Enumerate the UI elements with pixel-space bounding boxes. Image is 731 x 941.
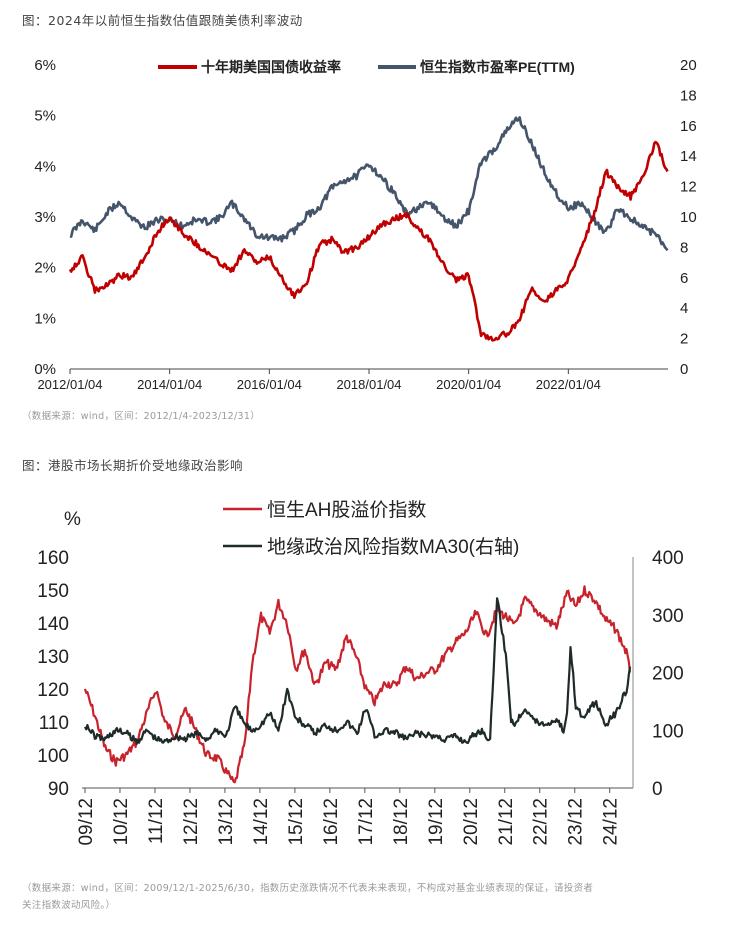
figure2-source-line1: （数据来源：wind，区间：2009/12/1-2025/6/30，指数历史涨跌… bbox=[22, 883, 594, 894]
y-right-tick-label: 16 bbox=[680, 118, 697, 135]
figure2-caption: 图：港股市场长期折价受地缘政治影响 bbox=[22, 458, 244, 473]
legend-label-pe: 恒生指数市盈率PE(TTM) bbox=[420, 59, 575, 75]
x-tick-label: 14/12 bbox=[251, 798, 272, 846]
legend-label-geopolitical-risk: 地缘政治风险指数MA30(右轴) bbox=[267, 536, 519, 558]
y-left-tick-label: 110 bbox=[39, 713, 69, 734]
y-right-tick-label: 0 bbox=[680, 361, 688, 378]
legend-label-treasury: 十年期美国国债收益率 bbox=[201, 59, 341, 75]
x-tick-label: 09/12 bbox=[76, 798, 97, 846]
y-left-tick-label: 2% bbox=[34, 260, 56, 277]
x-tick-label: 10/12 bbox=[111, 798, 132, 846]
y-left-tick-label: 130 bbox=[37, 647, 69, 668]
x-tick-label: 22/12 bbox=[531, 798, 552, 846]
figure1-source: （数据来源：wind，区间：2012/1/4-2023/12/31） bbox=[22, 411, 261, 422]
x-tick-label: 23/12 bbox=[566, 798, 587, 846]
y-left-tick-label: 0% bbox=[34, 361, 56, 378]
y-right-tick-label: 6 bbox=[680, 270, 688, 287]
y-right-tick-label: 20 bbox=[680, 57, 697, 74]
y-left-tick-label: 150 bbox=[37, 581, 69, 602]
chart1-series bbox=[68, 116, 669, 342]
chart1-legend: 十年期美国国债收益率 恒生指数市盈率PE(TTM) bbox=[158, 59, 575, 75]
x-tick-label: 16/12 bbox=[321, 798, 342, 846]
y-right-tick-label: 12 bbox=[680, 179, 697, 196]
x-tick-label: 18/12 bbox=[391, 798, 412, 846]
x-tick-label: 17/12 bbox=[356, 798, 377, 846]
chart2-series bbox=[83, 585, 632, 784]
y-left-tick-label: 5% bbox=[34, 108, 56, 125]
figure2-source-line2: 关注指数波动风险。） bbox=[22, 900, 116, 911]
series-line-treasury-yield bbox=[68, 140, 669, 342]
x-tick-label: 2014/01/04 bbox=[137, 377, 202, 392]
y-left-tick-label: 1% bbox=[34, 310, 56, 327]
x-tick-label: 11/12 bbox=[146, 798, 167, 844]
x-tick-label: 2020/01/04 bbox=[436, 377, 501, 392]
y-right-tick-label: 10 bbox=[680, 209, 697, 226]
y-right-tick-label: 0 bbox=[652, 779, 663, 800]
y-left-tick-label: 3% bbox=[34, 209, 56, 226]
x-tick-label: 2022/01/04 bbox=[536, 377, 601, 392]
y-left-tick-label: 90 bbox=[48, 779, 69, 800]
x-tick-label: 2012/01/04 bbox=[37, 377, 102, 392]
chart2-axes: % 90 100 110 120 130 140 150 160 0 100 200 300 400 09/… bbox=[37, 509, 683, 846]
x-tick-label: 2016/01/04 bbox=[237, 377, 302, 392]
y-left-tick-label: 6% bbox=[34, 57, 56, 74]
x-tick-label: 24/12 bbox=[601, 798, 622, 846]
x-tick-label: 13/12 bbox=[216, 798, 237, 846]
legend-label-ah-premium: 恒生AH股溢价指数 bbox=[267, 499, 426, 521]
x-tick-label: 15/12 bbox=[286, 798, 307, 846]
y-left-tick-label: 100 bbox=[37, 746, 69, 767]
y-right-tick-label: 300 bbox=[652, 606, 684, 627]
y-right-tick-label: 200 bbox=[652, 664, 684, 685]
y-right-tick-label: 8 bbox=[680, 239, 688, 256]
y-right-tick-label: 400 bbox=[652, 548, 684, 569]
x-tick-label: 12/12 bbox=[181, 798, 202, 846]
y-right-tick-label: 14 bbox=[680, 148, 697, 165]
x-tick-label: 21/12 bbox=[496, 798, 517, 846]
chart1-axes: 0% 1% 2% 3% 4% 5% 6% 0 2 4 6 8 10 12 14 16 18 20 2012/01/0… bbox=[34, 57, 696, 392]
y-left-tick-label: 140 bbox=[37, 614, 69, 635]
figure1-caption: 图：2024年以前恒生指数估值跟随美债利率波动 bbox=[22, 13, 303, 28]
y-left-tick-label: 120 bbox=[37, 680, 69, 701]
x-tick-label: 20/12 bbox=[461, 798, 482, 846]
y-right-tick-label: 4 bbox=[680, 300, 688, 317]
y-right-tick-label: 2 bbox=[680, 331, 688, 348]
series-line-geopolitical-risk bbox=[84, 597, 632, 745]
y-right-tick-label: 18 bbox=[680, 87, 697, 104]
y-left-tick-label: 4% bbox=[34, 158, 56, 175]
series-line-ah-premium bbox=[83, 585, 632, 784]
y-left-tick-label: 160 bbox=[37, 548, 69, 569]
x-tick-label: 2018/01/04 bbox=[336, 377, 401, 392]
x-tick-label: 19/12 bbox=[426, 798, 447, 846]
chart-pe-vs-treasury: 十年期美国国债收益率 恒生指数市盈率PE(TTM) 0%1%2%3%4%5%6%0… bbox=[34, 57, 696, 392]
y-right-tick-label: 100 bbox=[652, 721, 684, 742]
y-unit-label: % bbox=[64, 509, 81, 530]
